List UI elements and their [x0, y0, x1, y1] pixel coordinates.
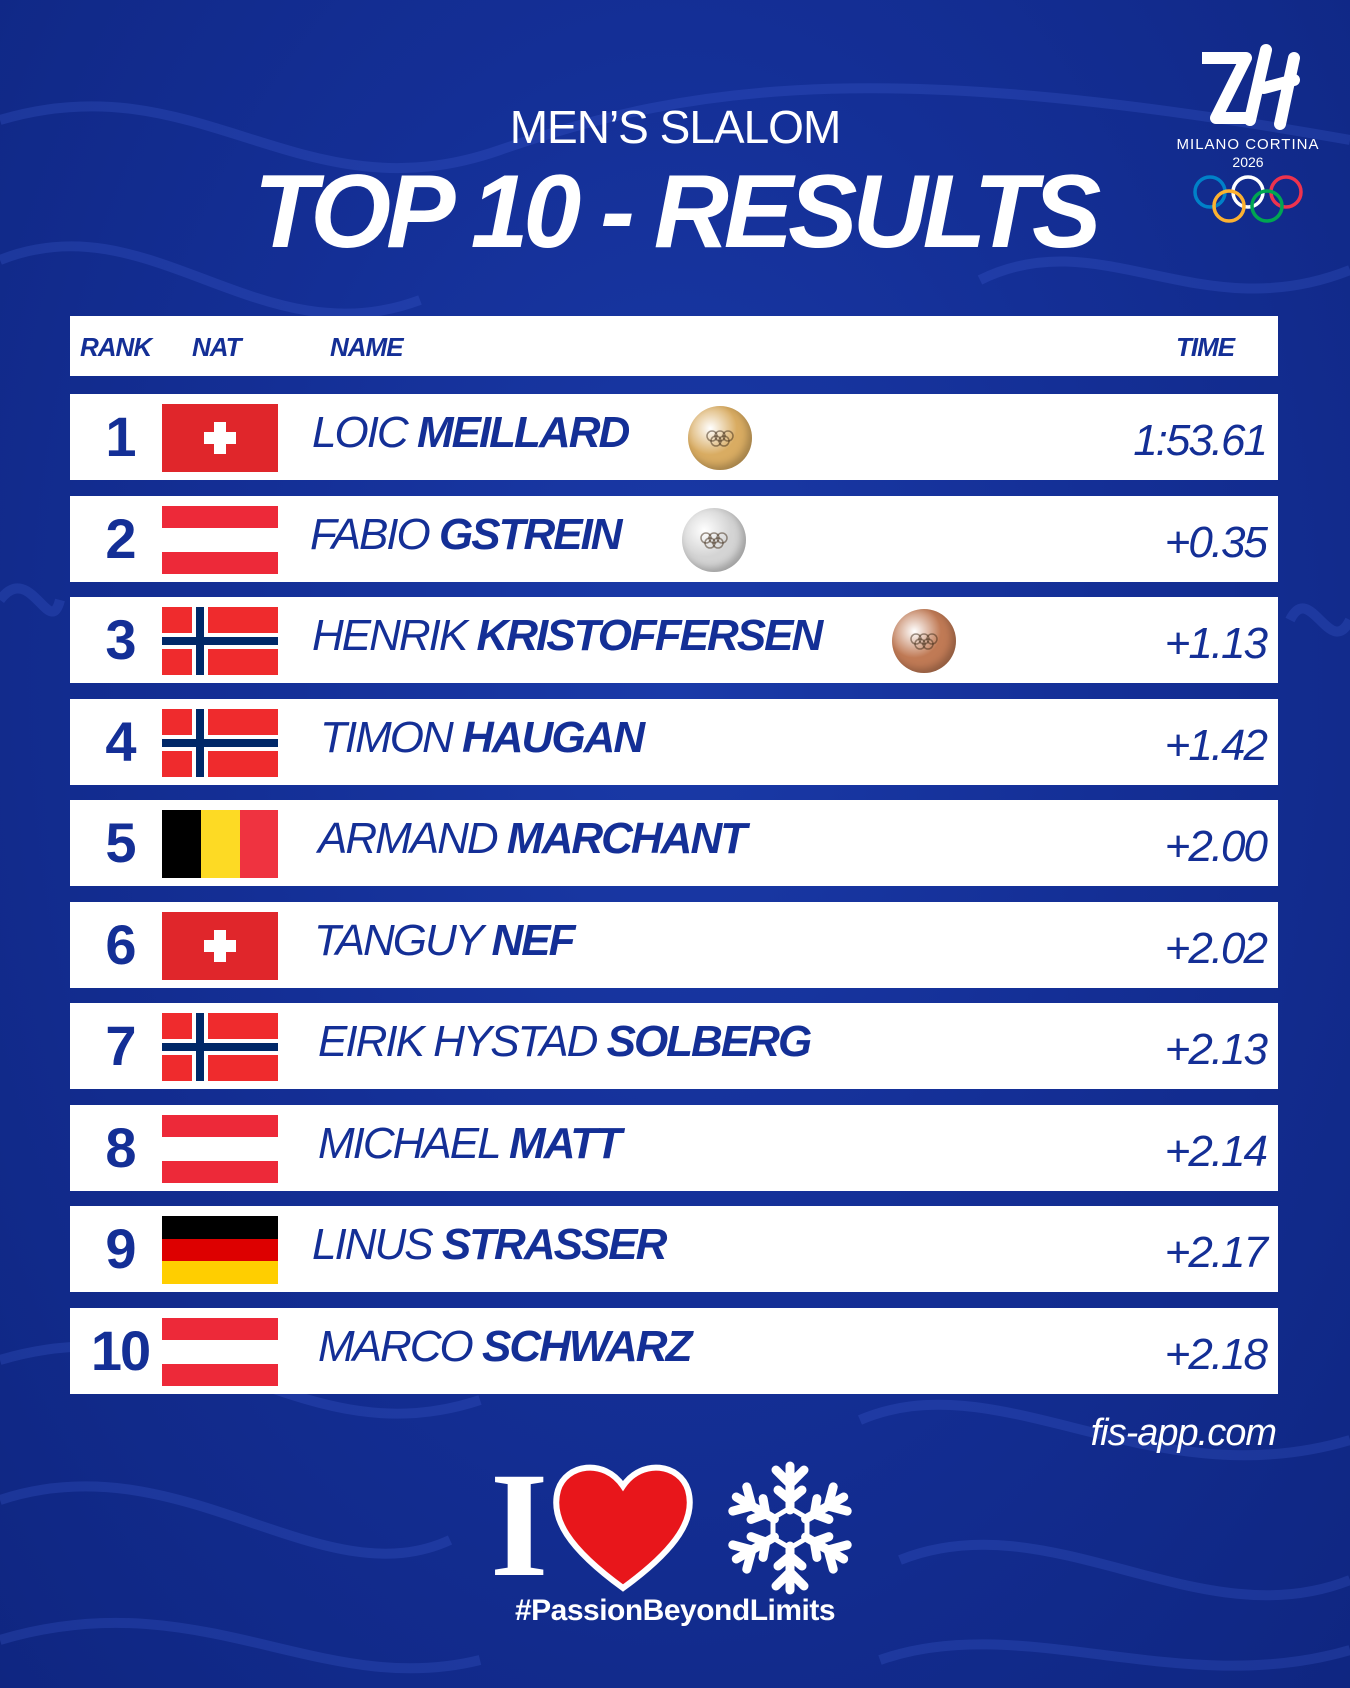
column-name: NAME [330, 332, 404, 362]
norway-flag [162, 1013, 278, 1081]
passion-logo: I [490, 1450, 870, 1656]
column-time: TIME [1176, 332, 1235, 362]
website-url: fis-app.com [1090, 1412, 1277, 1454]
switzerland-flag [162, 404, 278, 472]
athlete-last-name: MARCHANT [506, 814, 747, 863]
letter-i: I [490, 1442, 549, 1608]
rank-number: 7 [105, 1014, 136, 1077]
result-row: 9 LINUS STRASSER +2.17 [70, 1206, 1278, 1292]
silver-medal-icon [682, 507, 746, 572]
result-time: +2.00 [1164, 822, 1268, 871]
result-time: +2.17 [1164, 1228, 1268, 1277]
result-row: 10 MARCO SCHWARZ +2.18 [70, 1307, 1278, 1394]
rank-number: 2 [105, 506, 136, 570]
athlete-last-name: HAUGAN [462, 712, 645, 762]
milano-cortina-logo: MILANO CORTINA 2026 [1168, 40, 1328, 230]
result-row: 5 ARMAND MARCHANT +2.00 [70, 800, 1278, 886]
athlete-first-name: ARMAND [318, 814, 499, 863]
switzerland-flag [162, 911, 278, 980]
athlete-first-name: MICHAEL [318, 1118, 501, 1168]
norway-flag [162, 708, 278, 777]
athlete-last-name: SOLBERG [606, 1017, 813, 1066]
event-subtitle: MEN’S SLALOM [509, 101, 842, 153]
athlete-first-name: FABIO [310, 509, 431, 559]
athlete-last-name: KRISTOFFERSEN [476, 611, 823, 660]
result-time: +1.42 [1164, 720, 1268, 770]
logo-year-text: 2026 [1232, 154, 1264, 170]
table-header: RANK NAT NAME TIME [70, 316, 1278, 376]
result-row: 1 LOIC MEILLARD 1:53.61 [70, 394, 1278, 480]
gold-medal-icon [688, 406, 752, 470]
result-time: +1.13 [1164, 619, 1268, 668]
column-rank: RANK [80, 332, 152, 362]
result-time: +2.02 [1164, 923, 1268, 973]
result-time: +2.14 [1164, 1126, 1268, 1176]
athlete-last-name: MEILLARD [416, 408, 630, 457]
athlete-name: ARMAND MARCHANT [318, 814, 747, 864]
athlete-first-name: MARCO [318, 1321, 474, 1371]
logo-city-text: MILANO CORTINA [1176, 136, 1320, 153]
athlete-last-name: GSTREIN [439, 509, 623, 559]
rank-number: 5 [105, 811, 136, 874]
olympic-rings-icon [1193, 175, 1303, 223]
athlete-name: MICHAEL MATT [318, 1118, 622, 1169]
rank-number: 4 [105, 709, 136, 773]
athlete-name: LINUS STRASSER [312, 1220, 668, 1270]
athlete-last-name: STRASSER [441, 1220, 668, 1269]
rank-number: 8 [105, 1115, 136, 1179]
snowflake-icon [720, 1461, 860, 1598]
athlete-name: TANGUY NEF [314, 915, 576, 966]
austria-flag [162, 505, 278, 574]
austria-flag [162, 1317, 278, 1386]
athlete-first-name: TANGUY [314, 915, 483, 965]
page-title: TOP 10 - RESULTS [253, 154, 1102, 270]
column-nat: NAT [192, 332, 242, 362]
germany-flag [162, 1216, 278, 1284]
result-row: 8 MICHAEL MATT +2.14 [70, 1104, 1278, 1191]
athlete-last-name: MATT [509, 1118, 622, 1168]
result-time: +2.18 [1164, 1329, 1268, 1379]
norway-flag [162, 607, 278, 675]
result-row: 3 HENRIK KRISTOFFERSEN +1.13 [70, 597, 1278, 683]
athlete-first-name: HENRIK [312, 611, 468, 660]
result-time: 1:53.61 [1133, 416, 1268, 465]
result-row: 4 TIMON HAUGAN +1.42 [70, 698, 1278, 785]
athlete-first-name: LINUS [312, 1220, 434, 1269]
result-time: +2.13 [1164, 1025, 1268, 1074]
rank-number: 3 [105, 608, 136, 671]
belgium-flag [162, 810, 278, 878]
athlete-name: LOIC MEILLARD [312, 408, 630, 458]
result-row: 6 TANGUY NEF +2.02 [70, 901, 1278, 988]
athlete-name: MARCO SCHWARZ [318, 1321, 692, 1372]
rank-number: 10 [90, 1318, 151, 1382]
athlete-name: HENRIK KRISTOFFERSEN [312, 611, 823, 661]
athlete-last-name: NEF [491, 915, 576, 965]
rank-number: 6 [105, 912, 136, 976]
athlete-first-name: EIRIK HYSTAD [318, 1017, 598, 1066]
result-row: 7 EIRIK HYSTAD SOLBERG +2.13 [70, 1003, 1278, 1089]
athlete-name: FABIO GSTREIN [310, 509, 623, 560]
bronze-medal-icon [892, 609, 956, 673]
athlete-first-name: LOIC [312, 408, 409, 457]
athlete-last-name: SCHWARZ [482, 1321, 692, 1371]
athlete-name: EIRIK HYSTAD SOLBERG [318, 1017, 813, 1067]
athlete-name: TIMON HAUGAN [320, 712, 645, 763]
result-time: +0.35 [1164, 517, 1268, 567]
athlete-first-name: TIMON [320, 712, 454, 762]
rank-number: 1 [105, 405, 136, 468]
result-row: 2 FABIO GSTREIN +0.35 [70, 495, 1278, 582]
heart-icon [553, 1464, 693, 1592]
hashtag-text: #PassionBeyondLimits [514, 1594, 836, 1627]
austria-flag [162, 1114, 278, 1183]
rank-number: 9 [105, 1217, 136, 1280]
games-emblem-icon [1202, 44, 1300, 130]
